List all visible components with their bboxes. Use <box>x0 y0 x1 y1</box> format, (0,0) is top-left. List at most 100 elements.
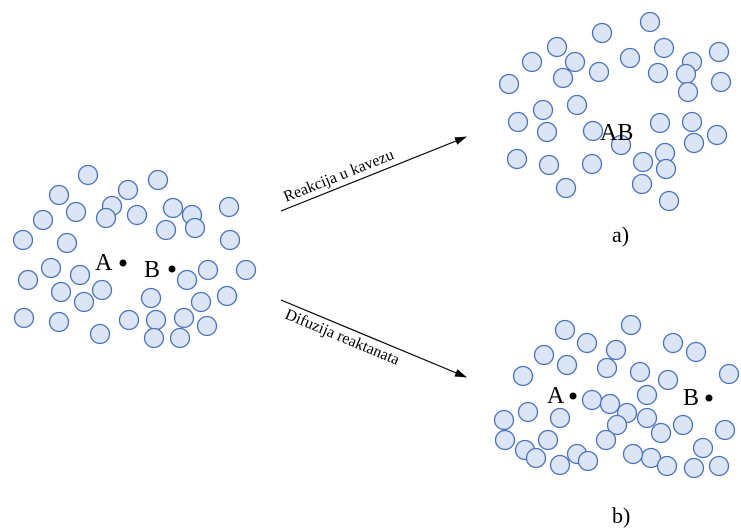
solvent-molecule <box>653 37 675 59</box>
solvent-molecule <box>12 229 34 251</box>
solvent-molecule <box>537 429 559 451</box>
solvent-molecule <box>622 443 644 465</box>
solvent-molecule <box>655 158 677 180</box>
arrow-right-icon <box>280 136 467 212</box>
solvent-molecule <box>599 393 621 415</box>
solvent-molecule <box>48 311 70 333</box>
label-reactant-a-right: A <box>547 383 565 409</box>
solvent-molecule <box>552 67 574 89</box>
solvent-molecule <box>506 148 528 170</box>
solvent-molecule <box>650 422 672 444</box>
caption-b: b) <box>612 503 630 528</box>
solvent-molecule <box>649 112 671 134</box>
solvent-molecule <box>525 447 547 469</box>
solvent-molecule <box>126 204 148 226</box>
solvent-molecule <box>718 363 740 385</box>
solvent-molecule <box>184 217 206 239</box>
solvent-molecule <box>50 281 72 303</box>
solvent-molecule <box>118 309 140 331</box>
solvent-molecule <box>216 285 238 307</box>
arrow-right-icon <box>280 299 467 378</box>
solvent-molecule <box>498 73 520 95</box>
solvent-molecule <box>620 314 642 336</box>
solvent-molecule <box>554 319 576 341</box>
solvent-molecule <box>521 51 543 73</box>
particle-a-left <box>119 259 127 267</box>
solvent-molecule <box>656 455 678 477</box>
solvent-molecule <box>176 269 198 291</box>
solvent-molecule <box>683 132 705 154</box>
solvent-molecule <box>145 309 167 331</box>
particle-b-left <box>168 265 176 273</box>
solvent-molecule <box>647 62 669 84</box>
solvent-molecule <box>546 36 568 58</box>
solvent-molecule <box>143 327 165 349</box>
solvent-molecule <box>672 414 694 436</box>
solvent-molecule <box>73 291 95 313</box>
solvent-molecule <box>493 409 515 431</box>
label-reactant-a-left: A <box>95 250 113 276</box>
solvent-molecule <box>117 179 139 201</box>
solvent-molecule <box>588 61 610 83</box>
solvent-molecule <box>708 455 730 477</box>
solvent-molecule <box>173 307 195 329</box>
solvent-molecule <box>632 151 654 173</box>
solvent-molecule <box>576 332 598 354</box>
solvent-molecule <box>95 207 117 229</box>
solvent-molecule <box>533 344 555 366</box>
solvent-molecule <box>714 419 736 441</box>
solvent-molecule <box>631 173 653 195</box>
solvent-molecule <box>564 51 586 73</box>
solvent-molecule <box>17 269 39 291</box>
solvent-molecule <box>169 327 191 349</box>
solvent-molecule <box>685 341 707 363</box>
label-reactant-b-left: B <box>144 257 160 283</box>
solvent-molecule <box>538 154 560 176</box>
solvent-molecule <box>196 315 218 337</box>
solvent-molecule <box>675 63 697 85</box>
solvent-molecule <box>512 365 534 387</box>
solvent-molecule <box>582 120 604 142</box>
solvent-molecule <box>89 323 111 345</box>
label-reactant-b-right: B <box>683 385 699 411</box>
solvent-molecule <box>197 259 219 281</box>
label-product: AB <box>600 120 633 146</box>
solvent-molecule <box>13 307 35 329</box>
solvent-molecule <box>549 454 571 476</box>
solvent-molecule <box>710 71 732 93</box>
solvent-molecule <box>48 184 70 206</box>
solvent-molecule <box>532 99 554 121</box>
solvent-molecule <box>555 177 577 199</box>
solvent-diffused <box>493 314 740 479</box>
caption-a: a) <box>612 222 629 247</box>
solvent-molecule <box>56 232 78 254</box>
solvent-molecule <box>619 47 641 69</box>
solvent-molecule <box>577 450 599 472</box>
solvent-molecule <box>708 41 730 63</box>
solvent-molecule <box>658 190 680 212</box>
solvent-molecule <box>657 369 679 391</box>
solvent-molecule <box>517 401 539 423</box>
solvent-molecule <box>32 209 54 231</box>
solvent-molecule <box>77 164 99 186</box>
solvent-molecule <box>639 11 661 33</box>
solvent-molecule <box>629 361 651 383</box>
particle-b-right <box>705 394 713 402</box>
solvent-molecule <box>581 153 603 175</box>
solvent-molecule <box>606 414 628 436</box>
solvent-molecule <box>218 196 240 218</box>
solvent-molecule <box>140 287 162 309</box>
solvent-molecule <box>69 264 91 286</box>
solvent-molecule <box>190 291 212 313</box>
solvent-molecule <box>235 259 257 281</box>
arrow-label-diffusion: Difuzija reaktanata <box>282 306 401 369</box>
particle-a-right <box>569 392 577 400</box>
solvent-molecule <box>605 339 627 361</box>
solvent-molecule <box>536 121 558 143</box>
solvent-molecule <box>591 22 613 44</box>
solvent-molecule <box>162 197 184 219</box>
solvent-molecule <box>507 111 529 133</box>
solvent-molecule <box>683 457 705 479</box>
solvent-molecule <box>549 407 571 429</box>
solvent-molecule <box>566 94 588 116</box>
